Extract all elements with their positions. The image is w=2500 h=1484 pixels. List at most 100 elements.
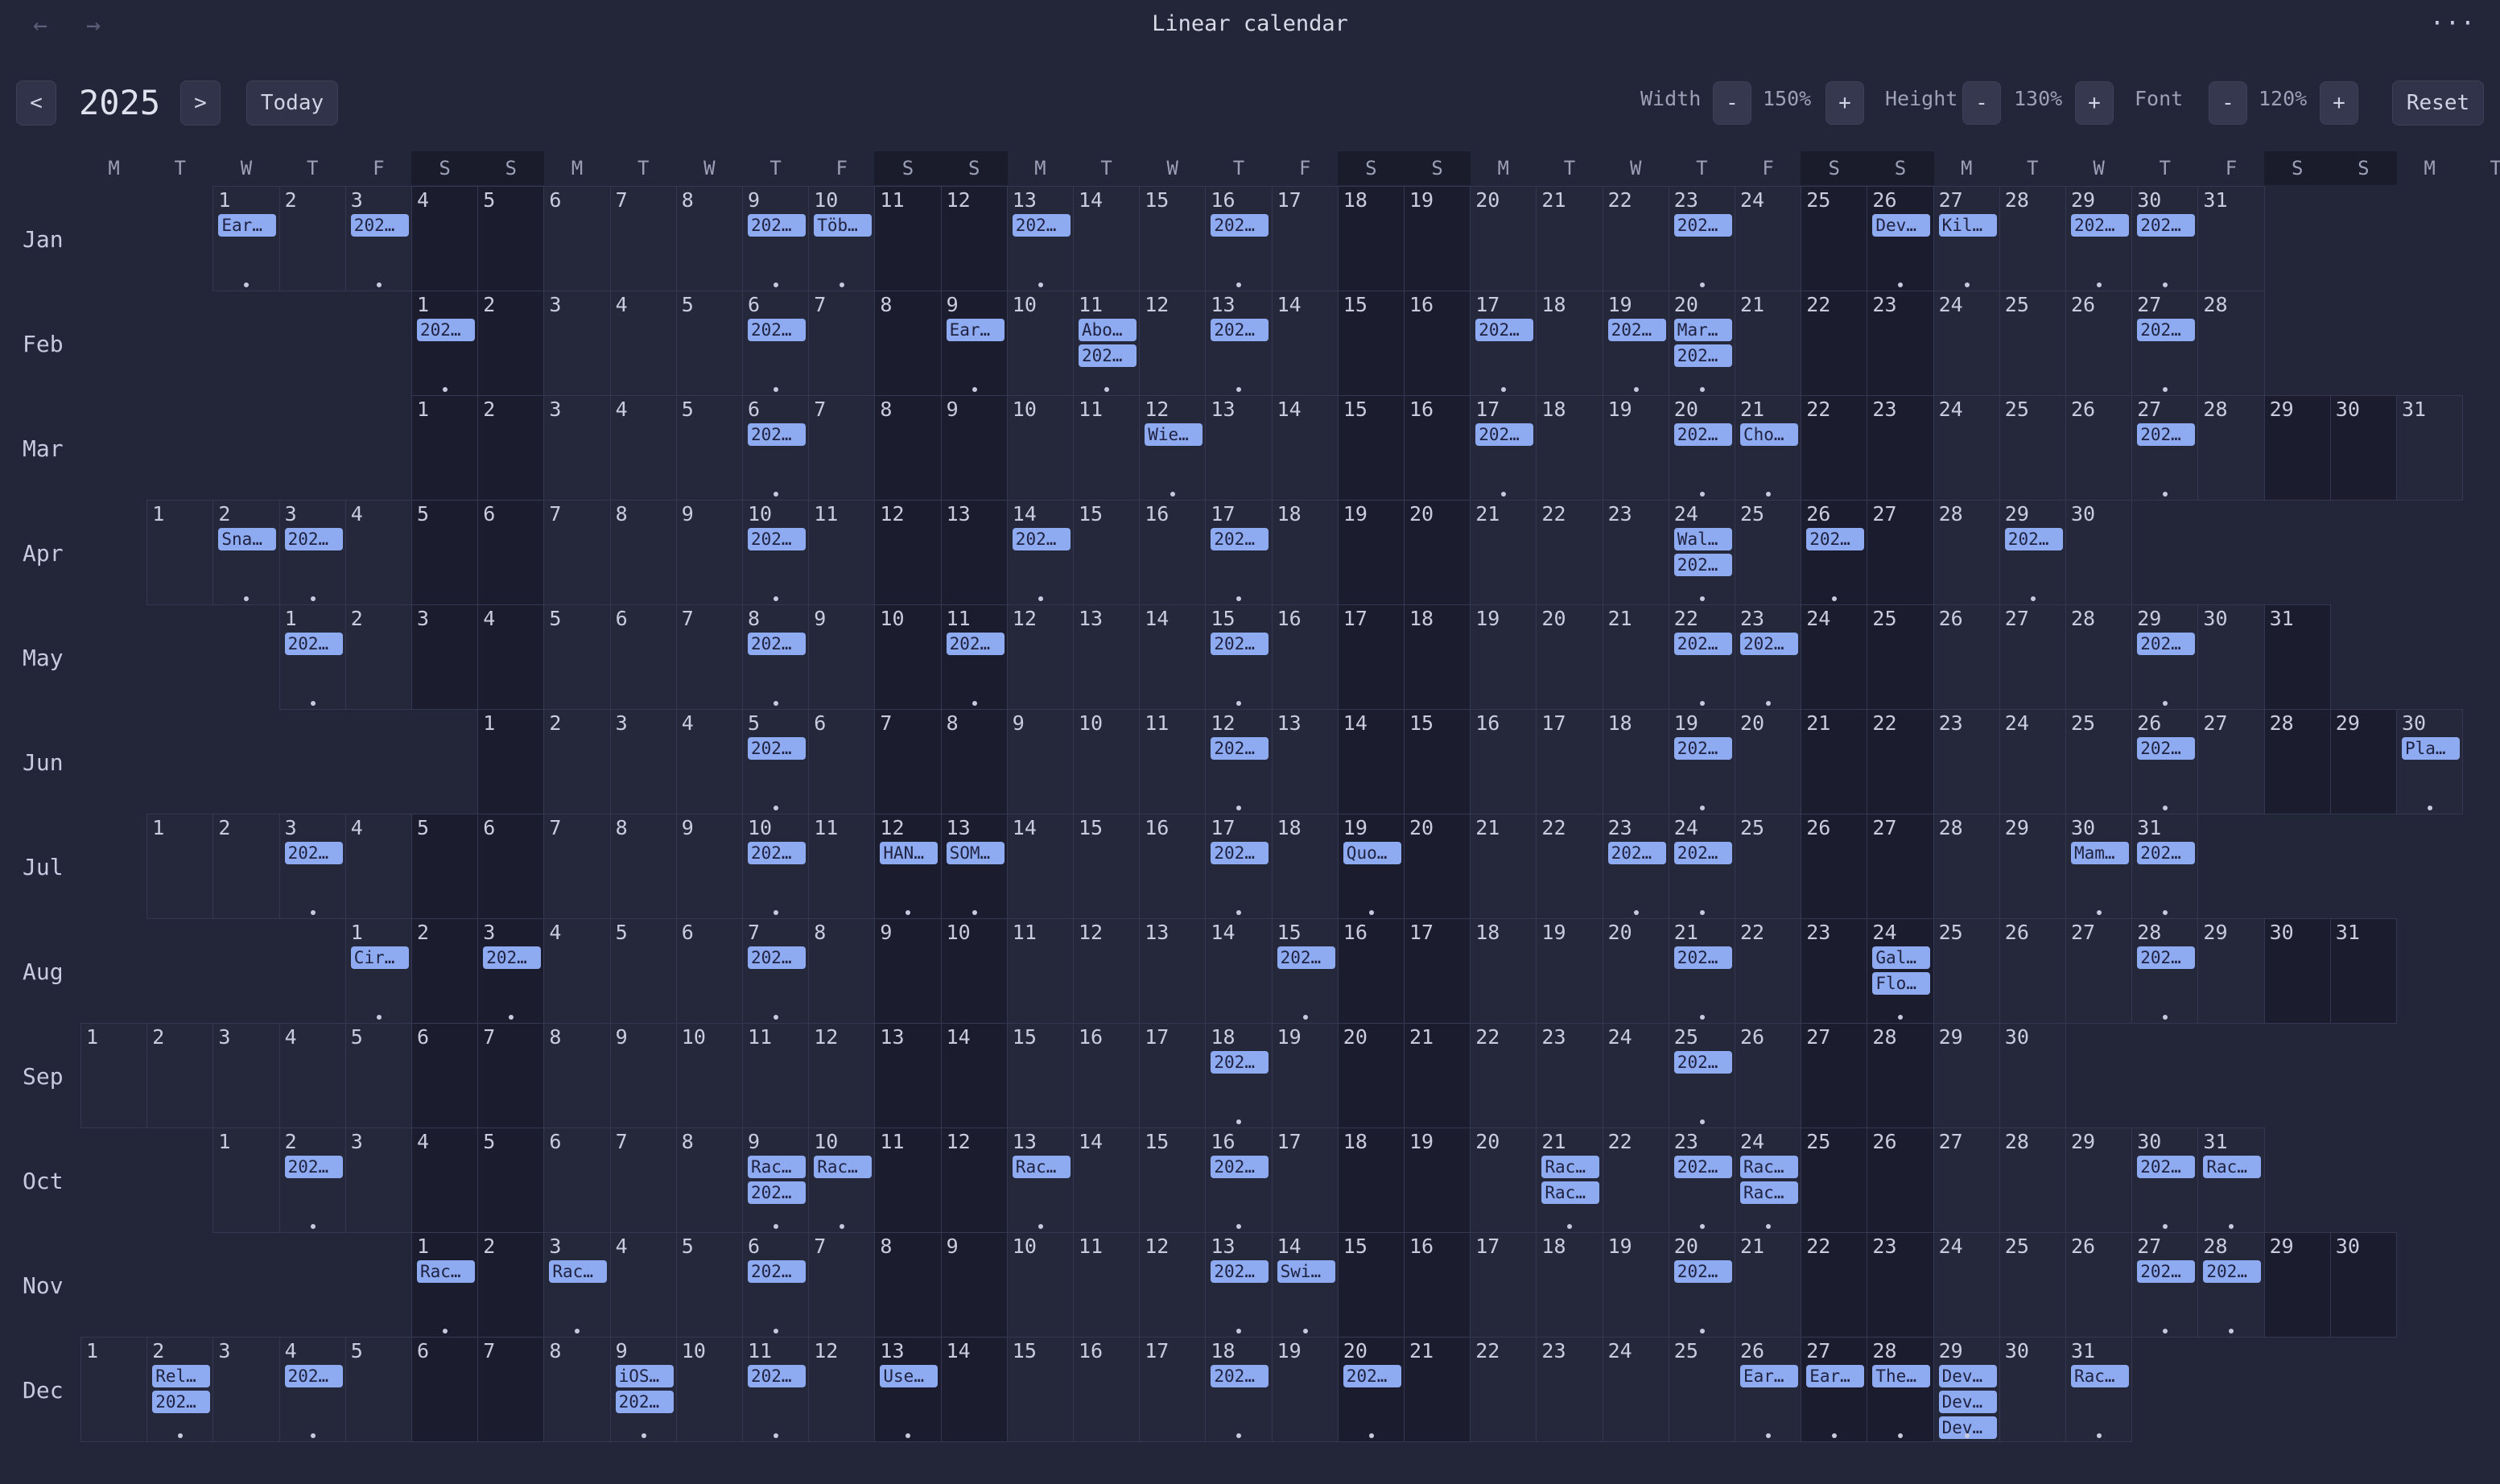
day-cell[interactable]: 23 [1867,291,1933,396]
day-cell[interactable]: 17 [1536,709,1603,814]
event-chip[interactable]: 202… [2137,214,2195,237]
event-chip[interactable]: Gal… [1872,946,1930,969]
event-chip[interactable]: 202… [748,1365,806,1387]
day-cell[interactable]: 20 202… [1338,1337,1405,1442]
day-cell[interactable]: 21 [1735,291,1801,396]
day-cell[interactable]: 12 HAN… [874,814,941,919]
day-cell[interactable]: 15 [1338,291,1405,396]
event-chip[interactable]: 202… [1343,1365,1401,1387]
event-chip[interactable]: Cir… [351,946,409,969]
event-chip[interactable]: 202… [748,214,806,237]
day-cell[interactable]: 31 [2264,604,2331,710]
day-cell[interactable]: 14 [1205,918,1272,1024]
event-chip[interactable]: Ear… [1740,1365,1798,1387]
day-cell[interactable]: 23 [1536,1023,1603,1128]
next-year-button[interactable]: > [180,80,221,126]
day-cell[interactable]: 16 [1404,291,1471,396]
day-cell[interactable]: 19 [1404,186,1471,291]
day-cell[interactable]: 4 [411,186,478,291]
day-cell[interactable]: 24 [1735,186,1801,291]
event-chip[interactable]: Wal… [1674,528,1732,550]
day-cell[interactable]: 13 202… [1205,1232,1272,1338]
day-cell[interactable]: 2 Sna… [212,500,279,605]
day-cell[interactable]: 19 [1272,1023,1339,1128]
event-chip[interactable]: Kil… [1939,214,1997,237]
day-cell[interactable]: 6 [676,918,743,1024]
day-cell[interactable]: 5 [676,291,743,396]
day-cell[interactable]: 7 [543,500,610,605]
event-chip[interactable]: Wie… [1145,423,1203,446]
event-chip[interactable]: Rac… [1013,1156,1071,1178]
day-cell[interactable]: 11 [874,1127,941,1233]
event-chip[interactable]: SOM… [947,842,1005,864]
event-chip[interactable]: 202… [285,1365,343,1387]
day-cell[interactable]: 3 [411,604,478,710]
day-cell[interactable]: 9 [941,395,1008,501]
day-cell[interactable]: 7 [676,604,743,710]
event-chip[interactable]: Rac… [417,1260,475,1283]
event-chip[interactable]: 202… [2005,528,2063,550]
event-chip[interactable]: 202… [1211,633,1269,655]
day-cell[interactable]: 22 [1801,1232,1867,1338]
event-chip[interactable]: 202… [2137,737,2195,760]
day-cell[interactable]: 10 Töb… [808,186,875,291]
day-cell[interactable]: 21 [1470,814,1537,919]
day-cell[interactable]: 18 [1404,604,1471,710]
day-cell[interactable]: 3 202… [279,814,346,919]
day-cell[interactable]: 6 [477,500,544,605]
day-cell[interactable]: 15 [1073,500,1140,605]
event-chip[interactable]: Rac… [748,1156,806,1178]
day-cell[interactable]: 7 [477,1337,544,1442]
day-cell[interactable]: 30 [2264,918,2331,1024]
day-cell[interactable]: 30 [1999,1023,2066,1128]
event-chip[interactable]: 202… [748,633,806,655]
day-cell[interactable]: 24 202… [1669,814,1735,919]
day-cell[interactable]: 4 [411,1127,478,1233]
day-cell[interactable]: 25 [1933,918,2000,1024]
day-cell[interactable]: 16 [1073,1023,1140,1128]
event-chip[interactable]: Use… [880,1365,938,1387]
day-cell[interactable]: 18 [1536,1232,1603,1338]
day-cell[interactable]: 1 [80,1023,147,1128]
day-cell[interactable]: 24 [1801,604,1867,710]
day-cell[interactable]: 22 [1801,291,1867,396]
day-cell[interactable]: 20 Mar… 202… [1669,291,1735,396]
day-cell[interactable]: 16 [1139,814,1206,919]
event-chip[interactable]: 202… [1674,842,1732,864]
day-cell[interactable]: 2 [279,186,346,291]
event-chip[interactable]: Rac… [1541,1181,1599,1204]
event-chip[interactable]: 202… [2071,214,2129,237]
day-cell[interactable]: 7 [610,186,677,291]
day-cell[interactable]: 2 Rel… 202… [146,1337,213,1442]
day-cell[interactable]: 31 Rac… [2197,1127,2264,1233]
day-cell[interactable]: 16 202… [1205,186,1272,291]
day-cell[interactable]: 29 202… [2131,604,2198,710]
event-chip[interactable]: 202… [1806,528,1864,550]
day-cell[interactable]: 23 202… [1669,186,1735,291]
day-cell[interactable]: 17 [1404,918,1471,1024]
day-cell[interactable]: 2 [146,1023,213,1128]
event-chip[interactable]: The… [1872,1365,1930,1387]
day-cell[interactable]: 27 Ear… [1801,1337,1867,1442]
event-chip[interactable]: Mar… [1674,319,1732,341]
day-cell[interactable]: 29 [2264,395,2331,501]
day-cell[interactable]: 18 [1272,814,1339,919]
day-cell[interactable]: 9 202… [742,186,809,291]
day-cell[interactable]: 20 [1536,604,1603,710]
day-cell[interactable]: 11 Abo… 202… [1073,291,1140,396]
day-cell[interactable]: 20 [1603,918,1669,1024]
day-cell[interactable]: 11 [808,500,875,605]
day-cell[interactable]: 27 [1999,604,2066,710]
day-cell[interactable]: 25 [1801,1127,1867,1233]
day-cell[interactable]: 5 [411,814,478,919]
day-cell[interactable]: 23 [1867,395,1933,501]
day-cell[interactable]: 20 [1338,1023,1405,1128]
day-cell[interactable]: 4 [610,291,677,396]
day-cell[interactable]: 3 [212,1023,279,1128]
day-cell[interactable]: 3 202… [477,918,544,1024]
day-cell[interactable]: 5 [676,1232,743,1338]
day-cell[interactable]: 25 [2065,709,2132,814]
event-chip[interactable]: Ear… [1806,1365,1864,1387]
event-chip[interactable]: 202… [1475,319,1533,341]
day-cell[interactable]: 26 [1735,1023,1801,1128]
